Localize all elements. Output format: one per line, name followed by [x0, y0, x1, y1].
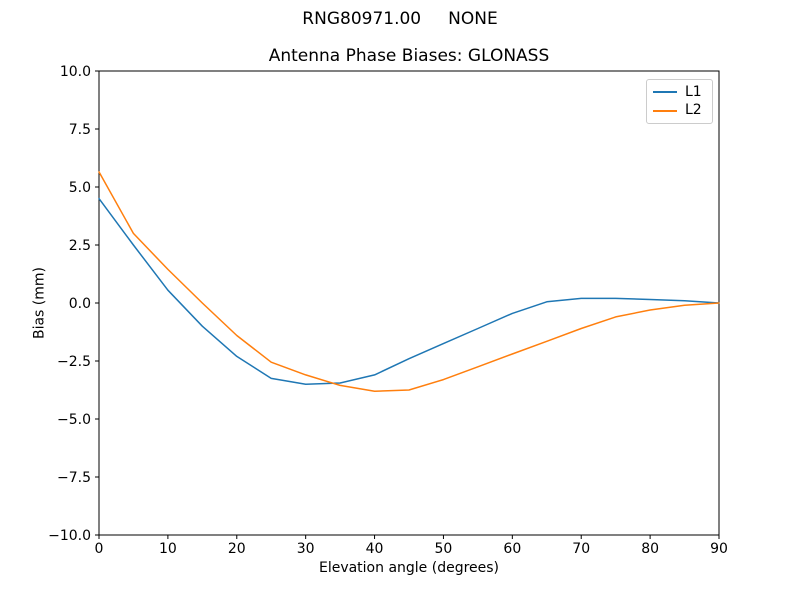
legend: L1 L2 — [646, 79, 713, 124]
y-axis-tick-label: 0.0 — [69, 296, 91, 312]
axes-title: Antenna Phase Biases: GLONASS — [268, 46, 550, 66]
y-axis-tick-label: −2.5 — [57, 354, 91, 370]
x-axis-tick-label: 40 — [366, 541, 384, 557]
x-axis-tick-label: 90 — [710, 541, 728, 557]
y-axis-tick-label: 2.5 — [69, 238, 91, 254]
line-series-L1 — [98, 197, 720, 385]
x-axis-tick-label: 70 — [572, 541, 590, 557]
legend-label-l2: L2 — [685, 102, 702, 119]
x-axis-tick-label: 50 — [435, 541, 453, 557]
figure-suptitle: RNG80971.00 NONE — [302, 9, 498, 29]
y-axis-tick-label: 7.5 — [69, 122, 91, 138]
y-axis-tick-label: 5.0 — [69, 180, 91, 196]
x-axis-tick-label: 0 — [95, 541, 104, 557]
x-axis-tick-label: 20 — [228, 541, 246, 557]
axes-border — [98, 70, 720, 536]
legend-line-sample-l1 — [653, 91, 677, 94]
x-axis-label: Elevation angle (degrees) — [318, 560, 500, 576]
legend-item-l1: L1 — [653, 83, 705, 102]
y-axis-label: Bias (mm) — [31, 266, 48, 340]
y-axis-tick-label: −7.5 — [57, 470, 91, 486]
x-axis-tick-label: 80 — [641, 541, 659, 557]
x-axis-tick-label: 30 — [297, 541, 315, 557]
legend-line-sample-l2 — [653, 109, 677, 112]
x-axis-tick-label: 10 — [159, 541, 177, 557]
y-axis-tick-label: −10.0 — [48, 528, 91, 544]
line-series-L2 — [98, 171, 720, 392]
y-axis-tick-label: −5.0 — [57, 412, 91, 428]
legend-item-l2: L2 — [653, 102, 705, 121]
x-axis-tick-label: 60 — [503, 541, 521, 557]
legend-label-l1: L1 — [685, 83, 702, 100]
y-axis-tick-label: 10.0 — [60, 64, 91, 80]
